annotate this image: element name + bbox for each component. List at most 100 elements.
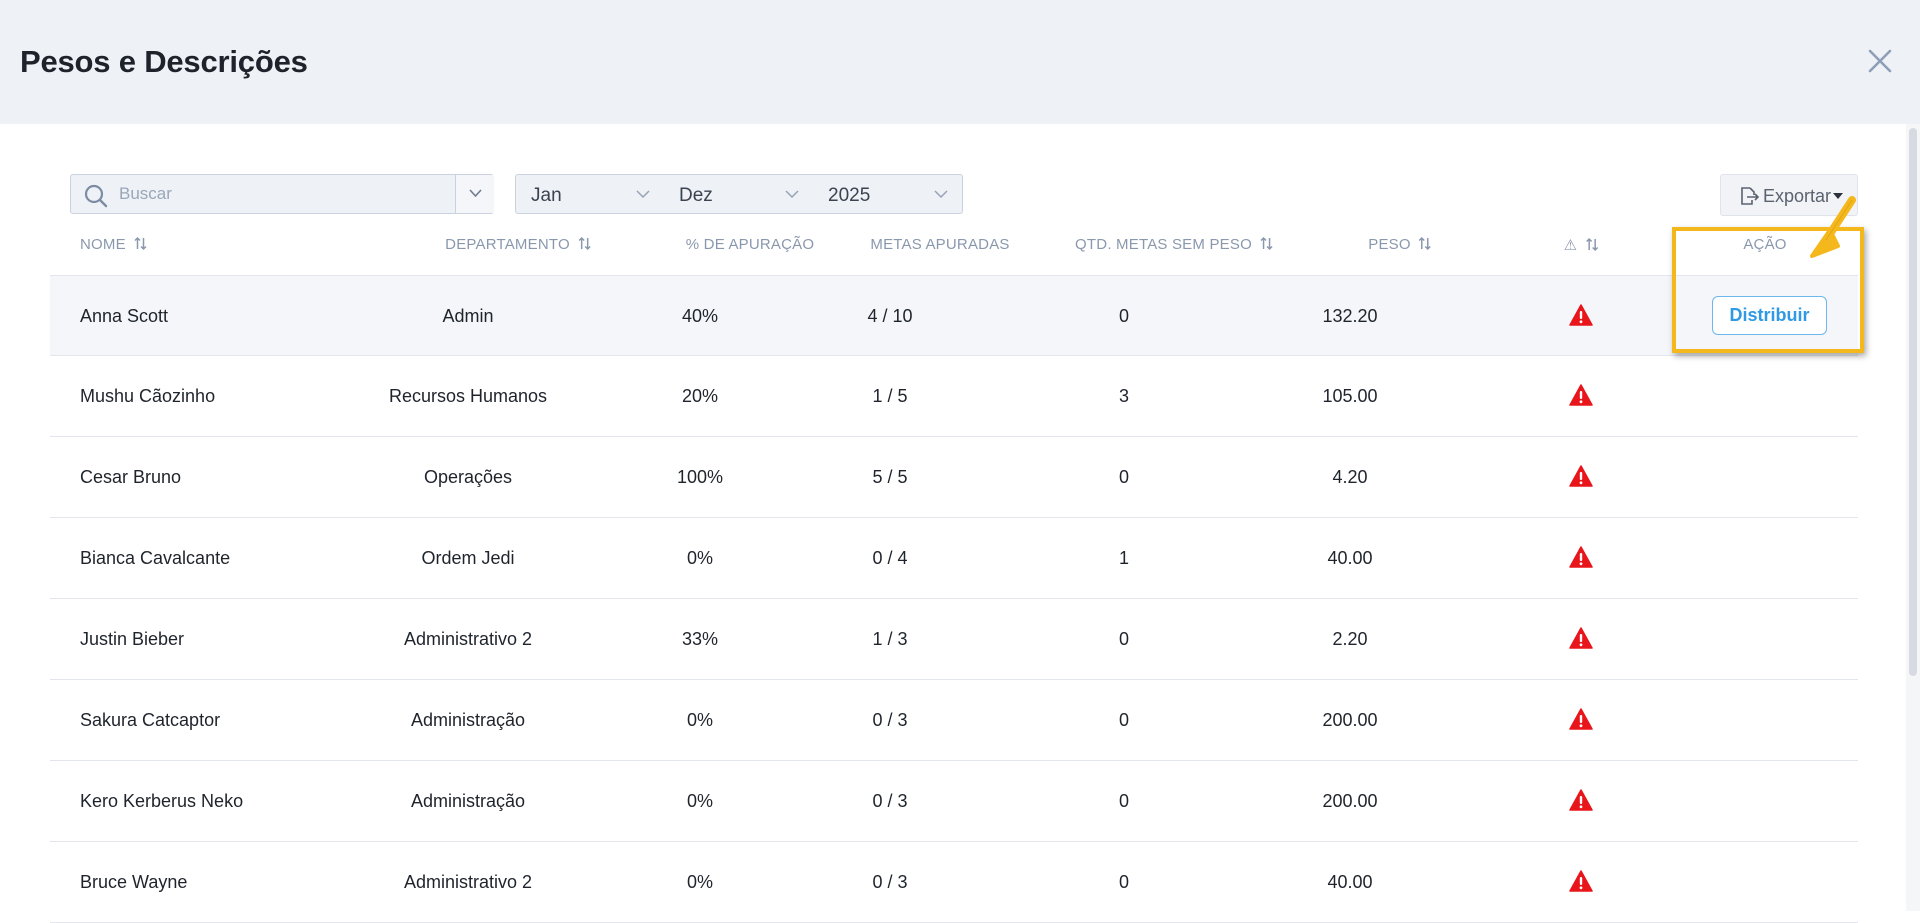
warning-triangle-icon xyxy=(1569,304,1593,326)
header-metas: METAS APURADAS xyxy=(870,236,1010,253)
chevron-down-icon xyxy=(636,190,650,199)
table-row[interactable]: Justin Bieber Administrativo 2 33% 1 / 3 0 2.… xyxy=(50,599,1858,680)
cell-departamento: Administração xyxy=(410,791,526,811)
warning-triangle-icon xyxy=(1569,789,1593,811)
cell-metas: 0 / 4 xyxy=(872,548,908,568)
cell-departamento: Ordem Jedi xyxy=(421,548,515,568)
header-nome-label: NOME xyxy=(80,236,126,253)
start-month-select[interactable]: Jan xyxy=(515,174,665,214)
end-month-value: Dez xyxy=(679,185,713,206)
distribuir-button[interactable]: Distribuir xyxy=(1712,296,1827,335)
cell-apuracao: 33% xyxy=(681,629,719,649)
cell-nome: Anna Scott xyxy=(80,306,169,326)
cell-apuracao: 0% xyxy=(686,791,714,811)
cell-nome: Sakura Catcaptor xyxy=(80,710,221,730)
cell-peso: 40.00 xyxy=(1327,548,1373,568)
search-icon xyxy=(83,183,108,208)
header-peso[interactable]: PESO xyxy=(1368,236,1432,256)
cell-metas: 0 / 3 xyxy=(872,872,908,892)
sort-icon[interactable] xyxy=(1585,237,1598,256)
start-month-value: Jan xyxy=(531,185,562,206)
modal-title: Pesos e Descrições xyxy=(20,44,308,79)
header-alert[interactable]: ⚠ xyxy=(1564,236,1599,256)
cell-metas: 0 / 3 xyxy=(872,710,908,730)
cell-sem-peso: 0 xyxy=(1118,710,1130,730)
cell-sem-peso: 0 xyxy=(1118,872,1130,892)
cell-metas: 1 / 5 xyxy=(872,386,908,406)
warning-triangle-icon xyxy=(1569,708,1593,730)
header-peso-label: PESO xyxy=(1368,236,1411,253)
close-icon[interactable] xyxy=(1862,43,1898,79)
cell-apuracao: 0% xyxy=(686,710,714,730)
table-row[interactable]: Kero Kerberus Neko Administração 0% 0 / 3 0 2… xyxy=(50,761,1858,842)
modal-header: Pesos e Descrições xyxy=(0,0,1920,124)
cell-sem-peso: 0 xyxy=(1118,467,1130,487)
header-departamento[interactable]: DEPARTAMENTO xyxy=(445,236,591,256)
table-row[interactable]: Cesar Bruno Operações 100% 5 / 5 0 4.20 xyxy=(50,437,1858,518)
cell-peso: 4.20 xyxy=(1332,467,1368,487)
header-nome[interactable]: NOME xyxy=(80,236,147,256)
sort-icon[interactable] xyxy=(134,236,147,255)
cell-apuracao: 40% xyxy=(681,306,719,326)
scrollbar-thumb[interactable] xyxy=(1909,128,1917,676)
sort-icon[interactable] xyxy=(578,236,591,255)
cell-nome: Bruce Wayne xyxy=(80,872,188,892)
search-box xyxy=(70,174,519,214)
warning-outline-icon: ⚠ xyxy=(1563,237,1578,254)
cell-sem-peso: 0 xyxy=(1118,791,1130,811)
warning-triangle-icon xyxy=(1569,384,1593,406)
cell-peso: 40.00 xyxy=(1327,872,1373,892)
cell-departamento: Administração xyxy=(410,710,526,730)
cell-peso: 105.00 xyxy=(1322,386,1378,406)
cell-peso: 200.00 xyxy=(1322,710,1378,730)
header-acao: AÇÃO xyxy=(1743,236,1787,253)
warning-triangle-icon xyxy=(1569,465,1593,487)
export-file-icon xyxy=(1741,187,1759,205)
cell-sem-peso: 1 xyxy=(1118,548,1130,568)
cell-sem-peso: 3 xyxy=(1118,386,1130,406)
table-row[interactable]: Mushu Cãozinho Recursos Humanos 20% 1 / 5 3 1… xyxy=(50,356,1858,437)
table-row[interactable]: Sakura Catcaptor Administração 0% 0 / 3 0 200… xyxy=(50,680,1858,761)
warning-triangle-icon xyxy=(1569,870,1593,892)
cell-sem-peso: 0 xyxy=(1118,306,1130,326)
sort-icon[interactable] xyxy=(1419,236,1432,255)
search-input[interactable] xyxy=(119,175,519,213)
cell-nome: Justin Bieber xyxy=(80,629,185,649)
header-departamento-label: DEPARTAMENTO xyxy=(445,236,570,253)
cell-departamento: Administrativo 2 xyxy=(403,629,533,649)
cell-sem-peso: 0 xyxy=(1118,629,1130,649)
table-row[interactable]: Bianca Cavalcante Ordem Jedi 0% 0 / 4 1 40.00 xyxy=(50,518,1858,599)
chevron-down-icon xyxy=(934,190,948,199)
header-sem-peso-label: QTD. METAS SEM PESO xyxy=(1075,236,1252,253)
cell-apuracao: 0% xyxy=(686,872,714,892)
cell-nome: Cesar Bruno xyxy=(80,467,182,487)
cell-departamento: Recursos Humanos xyxy=(388,386,548,406)
cell-departamento: Operações xyxy=(423,467,513,487)
cell-nome: Bianca Cavalcante xyxy=(80,548,231,568)
cell-peso: 132.20 xyxy=(1322,306,1378,326)
cell-metas: 0 / 3 xyxy=(872,791,908,811)
cell-nome: Mushu Cãozinho xyxy=(80,386,216,406)
cell-departamento: Administrativo 2 xyxy=(403,872,533,892)
header-sem-peso[interactable]: QTD. METAS SEM PESO xyxy=(1075,236,1273,256)
cell-metas: 4 / 10 xyxy=(867,306,913,326)
year-value: 2025 xyxy=(828,185,871,206)
warning-triangle-icon xyxy=(1569,546,1593,568)
export-button[interactable]: Exportar xyxy=(1720,174,1858,216)
table-row[interactable]: Anna Scott Admin 40% 4 / 10 0 132.20 Distribui… xyxy=(50,275,1858,356)
sort-icon[interactable] xyxy=(1260,236,1273,255)
scrollbar[interactable] xyxy=(1906,124,1920,911)
cell-apuracao: 0% xyxy=(686,548,714,568)
annotation-arrow xyxy=(1810,196,1856,258)
export-label: Exportar xyxy=(1763,186,1832,206)
cell-departamento: Admin xyxy=(442,306,494,326)
search-dropdown-button[interactable] xyxy=(455,175,494,213)
end-month-select[interactable]: Dez xyxy=(664,174,814,214)
header-apuracao: % DE APURAÇÃO xyxy=(685,236,815,253)
cell-peso: 200.00 xyxy=(1322,791,1378,811)
cell-peso: 2.20 xyxy=(1332,629,1368,649)
warning-triangle-icon xyxy=(1569,627,1593,649)
year-select[interactable]: 2025 xyxy=(813,174,963,214)
cell-apuracao: 100% xyxy=(676,467,724,487)
caret-down-icon xyxy=(1833,193,1843,199)
